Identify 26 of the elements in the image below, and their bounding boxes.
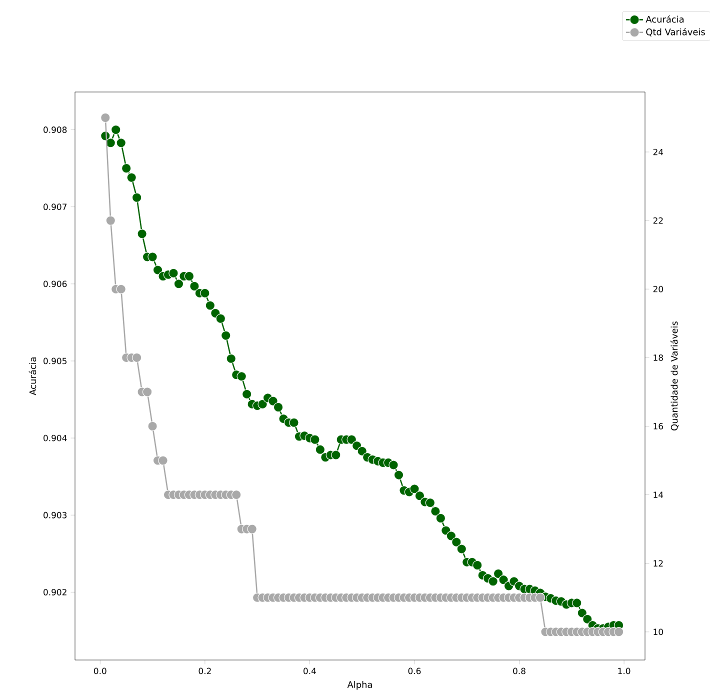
y-tick-label: 0.903 (44, 512, 67, 518)
y-tick-label: 0.905 (44, 358, 66, 364)
x-tick-label: 0.8 (513, 668, 526, 674)
y2-tick-label: 20 (653, 286, 663, 292)
y-axis-title: Acurácia (28, 357, 36, 396)
x-tick-label: 0.0 (94, 668, 106, 674)
x-tick-label: 0.2 (198, 668, 211, 674)
y-tick-label: 0.908 (44, 126, 67, 133)
y2-tick-label: 10 (654, 628, 663, 636)
x-axis-title: Alpha (347, 681, 372, 690)
x-tick-label: 0.6 (408, 668, 421, 674)
y2-tick-label: 16 (654, 423, 664, 430)
legend-label: Acurácia (646, 15, 684, 23)
x-tick-label: 1.0 (618, 668, 630, 674)
y-tick-label: 0.902 (44, 588, 66, 596)
y2-tick-label: 24 (653, 148, 664, 156)
y2-axis-title: Quantidade de Variáveis (670, 322, 679, 430)
x-tick-label: 0.4 (304, 668, 316, 674)
y2-tick-label: 12 (654, 560, 663, 566)
y-tick-label: 0.907 (44, 204, 67, 210)
y2-tick-label: 22 (653, 217, 663, 224)
legend-label: Qtd Variáveis (646, 28, 705, 36)
y2-tick-label: 18 (654, 354, 663, 361)
y-tick-label: 0.904 (44, 434, 67, 442)
y2-tick-label: 14 (654, 492, 664, 498)
y-tick-label: 0.906 (44, 280, 67, 288)
